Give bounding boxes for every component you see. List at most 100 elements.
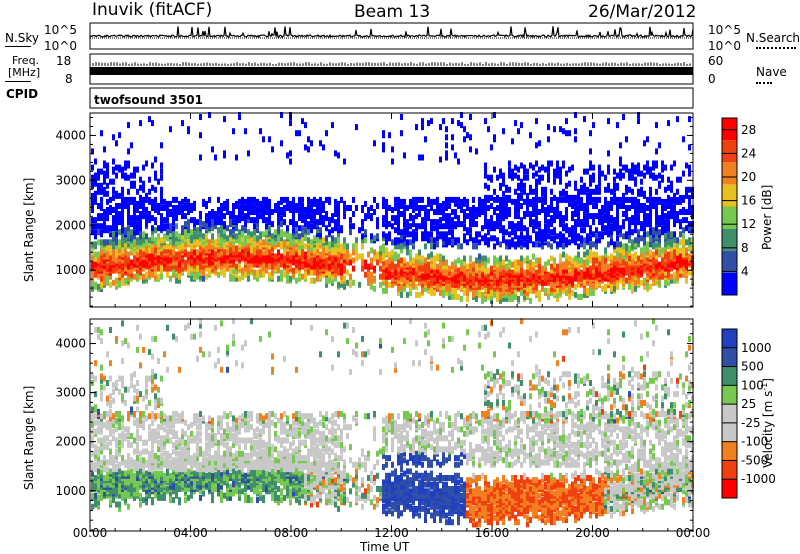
power-cell <box>406 219 409 226</box>
velocity-cell <box>109 393 112 400</box>
power-cell <box>670 203 673 209</box>
power-cell <box>520 265 523 272</box>
power-cell <box>559 279 562 286</box>
power-cell <box>430 231 433 238</box>
power-cell <box>235 154 238 161</box>
power-cell <box>553 227 556 234</box>
power-cell <box>154 247 157 254</box>
power-cell <box>385 259 388 266</box>
power-cell <box>403 227 406 234</box>
power-cell <box>571 289 574 296</box>
power-cell <box>598 259 601 266</box>
power-cell <box>502 225 505 232</box>
power-cell <box>514 198 517 205</box>
power-cell <box>274 203 277 209</box>
power-cell <box>613 192 616 199</box>
power-cell <box>319 213 322 220</box>
power-cell <box>484 209 487 215</box>
power-cell <box>475 148 478 155</box>
power-cell <box>187 203 190 209</box>
power-cell <box>595 281 598 288</box>
power-cell <box>253 229 256 236</box>
power-cell <box>226 235 229 242</box>
power-cell <box>268 207 271 213</box>
power-cell <box>244 217 247 224</box>
power-cell <box>349 281 352 288</box>
power-cell <box>304 243 307 250</box>
freq-trace-spikes <box>89 62 694 66</box>
power-cell <box>640 221 643 228</box>
power-cell <box>211 225 214 232</box>
power-cell <box>283 211 286 217</box>
power-cell <box>484 239 487 246</box>
power-cell <box>379 273 382 280</box>
power-cell <box>667 203 670 209</box>
power-cell <box>415 235 418 242</box>
power-cell <box>487 174 490 181</box>
power-cell <box>115 257 118 264</box>
power-cell <box>334 237 337 244</box>
power-cell <box>490 269 493 276</box>
power-cell <box>520 281 523 288</box>
power-cell <box>124 249 127 256</box>
power-cell <box>676 247 679 254</box>
power-cell <box>517 225 520 232</box>
power-cell <box>508 160 511 167</box>
power-cell <box>268 217 271 224</box>
velocity-cell <box>91 406 94 413</box>
power-cell <box>403 152 406 159</box>
power-cell <box>646 166 649 173</box>
power-cell <box>577 196 580 203</box>
power-cell <box>559 126 562 133</box>
power-cell <box>595 233 598 240</box>
power-cell <box>430 243 433 250</box>
power-cell <box>277 205 280 211</box>
power-cell <box>601 215 604 222</box>
power-cell <box>139 203 142 209</box>
power-cell <box>625 261 628 268</box>
power-cell <box>487 267 490 274</box>
power-cell <box>310 205 313 211</box>
power-cell <box>292 221 295 228</box>
velocity-panel <box>89 318 694 532</box>
power-cell <box>667 229 670 236</box>
power-cell <box>493 235 496 242</box>
power-cell <box>196 271 199 278</box>
power-cell <box>205 223 208 230</box>
noise-sky-legend-line <box>5 46 31 47</box>
power-cell <box>625 251 628 258</box>
power-cell <box>310 263 313 270</box>
power-cell <box>118 259 121 266</box>
power-cell <box>430 285 433 292</box>
power-cell <box>568 194 571 201</box>
power-cell <box>565 267 568 274</box>
power-cell <box>592 289 595 296</box>
power-cell <box>448 265 451 272</box>
power-cell <box>586 287 589 294</box>
power-cell <box>403 215 406 222</box>
power-cell <box>586 253 589 260</box>
power-cell <box>463 255 466 262</box>
velocity-cell <box>118 468 121 475</box>
power-cell <box>550 271 553 278</box>
power-cell <box>436 225 439 232</box>
power-cell <box>292 233 295 240</box>
power-cell <box>166 229 169 236</box>
power-cell <box>481 198 484 205</box>
power-cell <box>100 243 103 250</box>
power-cell <box>586 196 589 203</box>
power-cell <box>658 142 661 149</box>
power-cell <box>535 289 538 296</box>
power-cell <box>565 263 568 270</box>
power-cell <box>106 207 109 213</box>
power-cell <box>418 249 421 256</box>
power-cell <box>490 235 493 242</box>
power-cell <box>514 241 517 248</box>
velocity-cell <box>112 422 115 428</box>
power-cell <box>469 227 472 234</box>
power-cell <box>499 200 502 207</box>
power-cell <box>553 289 556 296</box>
power-cell <box>586 233 589 240</box>
power-cell <box>349 273 352 280</box>
power-cell <box>370 271 373 278</box>
